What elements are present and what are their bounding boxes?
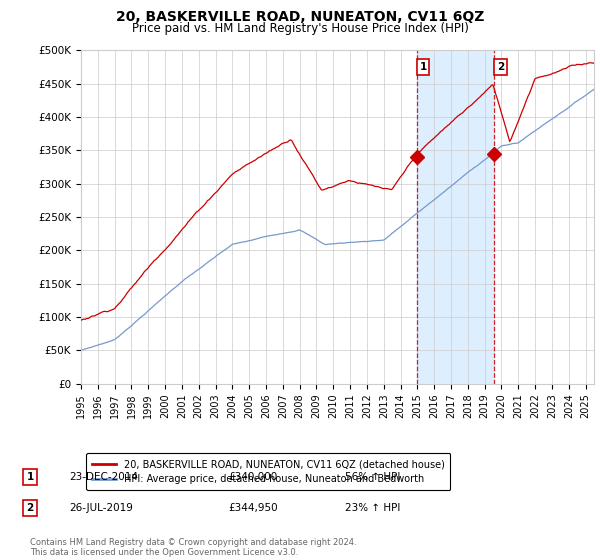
Text: 20, BASKERVILLE ROAD, NUNEATON, CV11 6QZ: 20, BASKERVILLE ROAD, NUNEATON, CV11 6QZ (116, 10, 484, 24)
Text: 56% ↑ HPI: 56% ↑ HPI (345, 472, 400, 482)
Text: Price paid vs. HM Land Registry's House Price Index (HPI): Price paid vs. HM Land Registry's House … (131, 22, 469, 35)
Text: 1: 1 (26, 472, 34, 482)
Text: 1: 1 (419, 62, 427, 72)
Text: Contains HM Land Registry data © Crown copyright and database right 2024.
This d: Contains HM Land Registry data © Crown c… (30, 538, 356, 557)
Legend: 20, BASKERVILLE ROAD, NUNEATON, CV11 6QZ (detached house), HPI: Average price, d: 20, BASKERVILLE ROAD, NUNEATON, CV11 6QZ… (86, 454, 451, 490)
Text: 26-JUL-2019: 26-JUL-2019 (69, 503, 133, 513)
Text: 23% ↑ HPI: 23% ↑ HPI (345, 503, 400, 513)
Text: 2: 2 (26, 503, 34, 513)
Bar (417, 50, 494, 384)
Text: 23-DEC-2014: 23-DEC-2014 (69, 472, 138, 482)
Text: 2: 2 (497, 62, 504, 72)
Text: £344,950: £344,950 (228, 503, 278, 513)
Text: £340,000: £340,000 (228, 472, 277, 482)
